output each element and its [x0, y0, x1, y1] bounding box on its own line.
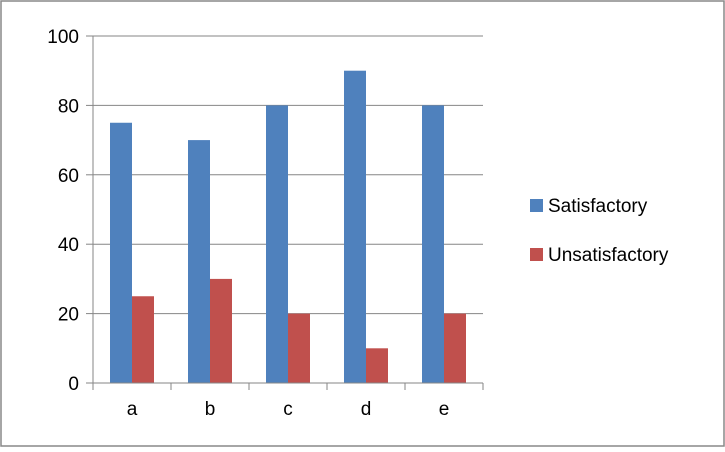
legend: Satisfactory Unsatisfactory [530, 196, 669, 266]
bar-satisfactory-e [422, 105, 444, 384]
y-tick-label: 0 [68, 374, 79, 395]
axes [86, 35, 484, 390]
legend-swatch-satisfactory [530, 199, 543, 212]
x-tick-label: e [439, 399, 450, 420]
x-tick-label: b [205, 399, 216, 420]
bar-unsatisfactory-a [132, 296, 154, 383]
y-tick-label: 20 [58, 305, 79, 326]
x-tick-label: a [127, 399, 138, 420]
bar-unsatisfactory-e [444, 313, 466, 383]
legend-label-satisfactory: Satisfactory [548, 196, 648, 217]
bar-satisfactory-b [188, 140, 210, 383]
y-tick-label: 80 [58, 96, 79, 117]
bar-unsatisfactory-d [366, 348, 388, 383]
tick-labels: 0 20 40 60 80 100 a b c d e [47, 27, 449, 420]
bar-unsatisfactory-c [288, 313, 310, 383]
bar-satisfactory-a [110, 122, 132, 383]
y-tick-label: 100 [47, 27, 79, 48]
x-tick-label: d [361, 399, 372, 420]
bars [110, 70, 466, 384]
y-tick-label: 60 [58, 166, 79, 187]
legend-label-unsatisfactory: Unsatisfactory [548, 245, 669, 266]
bar-unsatisfactory-b [210, 278, 232, 383]
legend-swatch-unsatisfactory [530, 248, 543, 261]
bar-satisfactory-c [266, 105, 288, 384]
x-tick-label: c [283, 399, 293, 420]
bar-satisfactory-d [344, 70, 366, 383]
y-tick-label: 40 [58, 235, 79, 256]
